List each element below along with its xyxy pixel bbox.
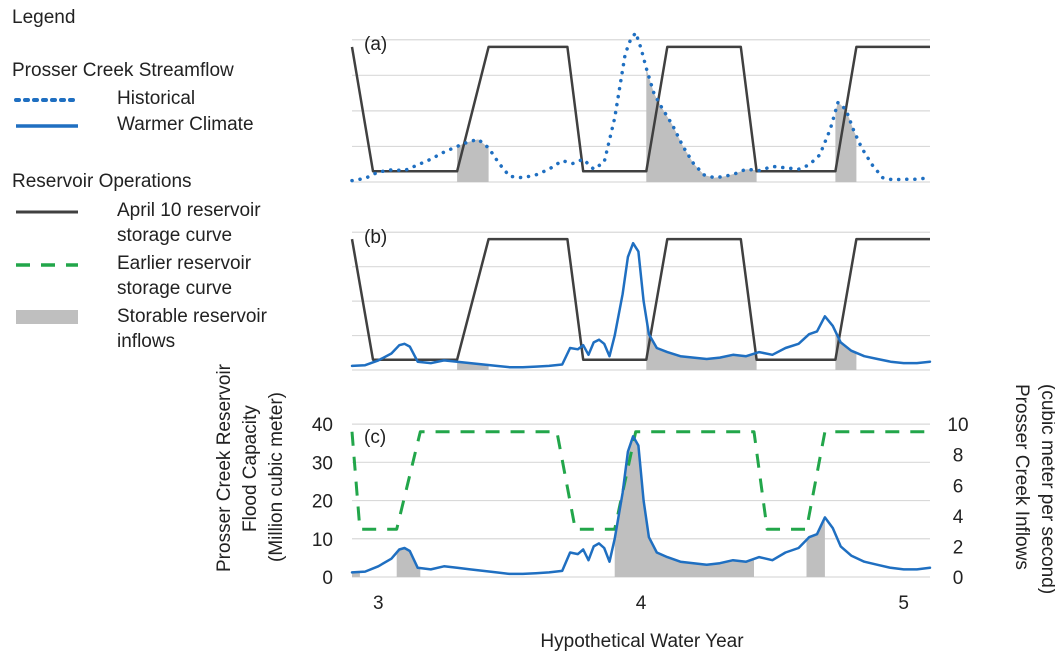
legend-april-label-1: April 10 reservoir <box>117 200 261 221</box>
legend-storable-label-1: Storable reservoir <box>117 306 268 327</box>
left-axis-tick-label: 10 <box>312 530 333 551</box>
panel-a-flow-line <box>350 30 932 183</box>
panel-a-storable-area-1 <box>457 139 489 182</box>
panel-b-storable-area-3 <box>835 331 857 370</box>
panel-c: (c) <box>350 423 932 578</box>
panel-b-storage-curve-line <box>350 237 930 361</box>
right-axis-tick-label: 2 <box>953 537 964 558</box>
panel-b-storage-curve <box>350 237 930 361</box>
panel-a-storable-area-2 <box>646 68 757 182</box>
panel-a-storable-area-3 <box>835 102 857 182</box>
left-axis-title-line-2: Flood Capacity <box>240 405 261 532</box>
panel-a-gridlines <box>352 39 930 183</box>
legend-group-streamflow: Prosser Creek Streamflow <box>12 60 234 81</box>
panel-c-storable-area-3 <box>614 436 754 577</box>
x-axis-tick-label: 5 <box>898 593 909 614</box>
legend-april-label-2: storage curve <box>117 225 232 246</box>
legend-warmer-label: Warmer Climate <box>117 114 254 135</box>
panel-a-streamflow <box>350 30 932 183</box>
x-axis-ticks: 3 4 5 <box>373 593 909 614</box>
left-axis-title-line-3: (Million cubic meter) <box>266 392 287 562</box>
legend-historical-label: Historical <box>117 88 195 109</box>
panel-a-storable-inflows <box>457 68 857 182</box>
left-axis-ticks: 0 10 20 30 40 <box>312 415 333 589</box>
panel-c-storable-area-2 <box>396 548 421 577</box>
right-axis-tick-label: 0 <box>953 568 964 589</box>
left-axis-tick-label: 30 <box>312 453 333 474</box>
panel-b: (b) <box>350 227 932 371</box>
panel-a: (a) <box>350 30 932 183</box>
right-axis-tick-label: 10 <box>947 415 968 436</box>
legend-group-operations: Reservoir Operations <box>12 171 192 192</box>
legend-earlier-label-2: storage curve <box>117 278 232 299</box>
legend-earlier-label-1: Earlier reservoir <box>117 253 252 274</box>
right-axis-title-line-2: (cubic meter per second) <box>1037 384 1055 594</box>
panel-a-label: (a) <box>364 34 387 55</box>
panel-a-storage-curve <box>350 45 930 173</box>
panel-c-flow-line <box>350 435 932 576</box>
legend: Legend Prosser Creek Streamflow Historic… <box>12 7 268 352</box>
right-axis-tick-label: 6 <box>953 476 964 497</box>
left-axis-tick-label: 40 <box>312 415 333 436</box>
panel-c-label: (c) <box>364 427 386 448</box>
panel-c-storage-curve <box>350 430 930 531</box>
panel-b-label: (b) <box>364 227 387 248</box>
left-axis-title: Prosser Creek Reservoir Flood Capacity (… <box>214 363 287 572</box>
panel-c-streamflow <box>350 435 932 576</box>
left-axis-title-line-1: Prosser Creek Reservoir <box>214 363 235 572</box>
x-axis-tick-label: 4 <box>636 593 647 614</box>
panel-b-flow-line <box>350 241 932 369</box>
right-axis-tick-label: 8 <box>953 446 964 467</box>
right-axis-title-line-1: Prosser Creek Inflows <box>1011 384 1032 570</box>
x-axis-tick-label: 3 <box>373 593 384 614</box>
legend-title: Legend <box>12 7 75 28</box>
panel-a-storage-curve-line <box>350 45 930 173</box>
right-axis-title: Prosser Creek Inflows (cubic meter per s… <box>1011 384 1055 594</box>
legend-storable-swatch <box>16 310 78 324</box>
panel-b-storable-area-2 <box>646 317 757 370</box>
right-axis-ticks: 0 2 4 6 8 10 <box>947 415 968 589</box>
panel-c-storage-curve-line <box>350 430 930 531</box>
left-axis-tick-label: 0 <box>322 568 333 589</box>
panel-b-gridlines <box>352 231 930 371</box>
panel-c-storable-area-4 <box>806 517 825 577</box>
x-axis-title: Hypothetical Water Year <box>540 631 744 652</box>
left-axis-tick-label: 20 <box>312 492 333 513</box>
legend-storable-label-2: inflows <box>117 331 175 352</box>
panel-c-storable-inflows <box>352 436 825 577</box>
right-axis-tick-label: 4 <box>953 507 964 528</box>
panel-b-streamflow <box>350 241 932 369</box>
